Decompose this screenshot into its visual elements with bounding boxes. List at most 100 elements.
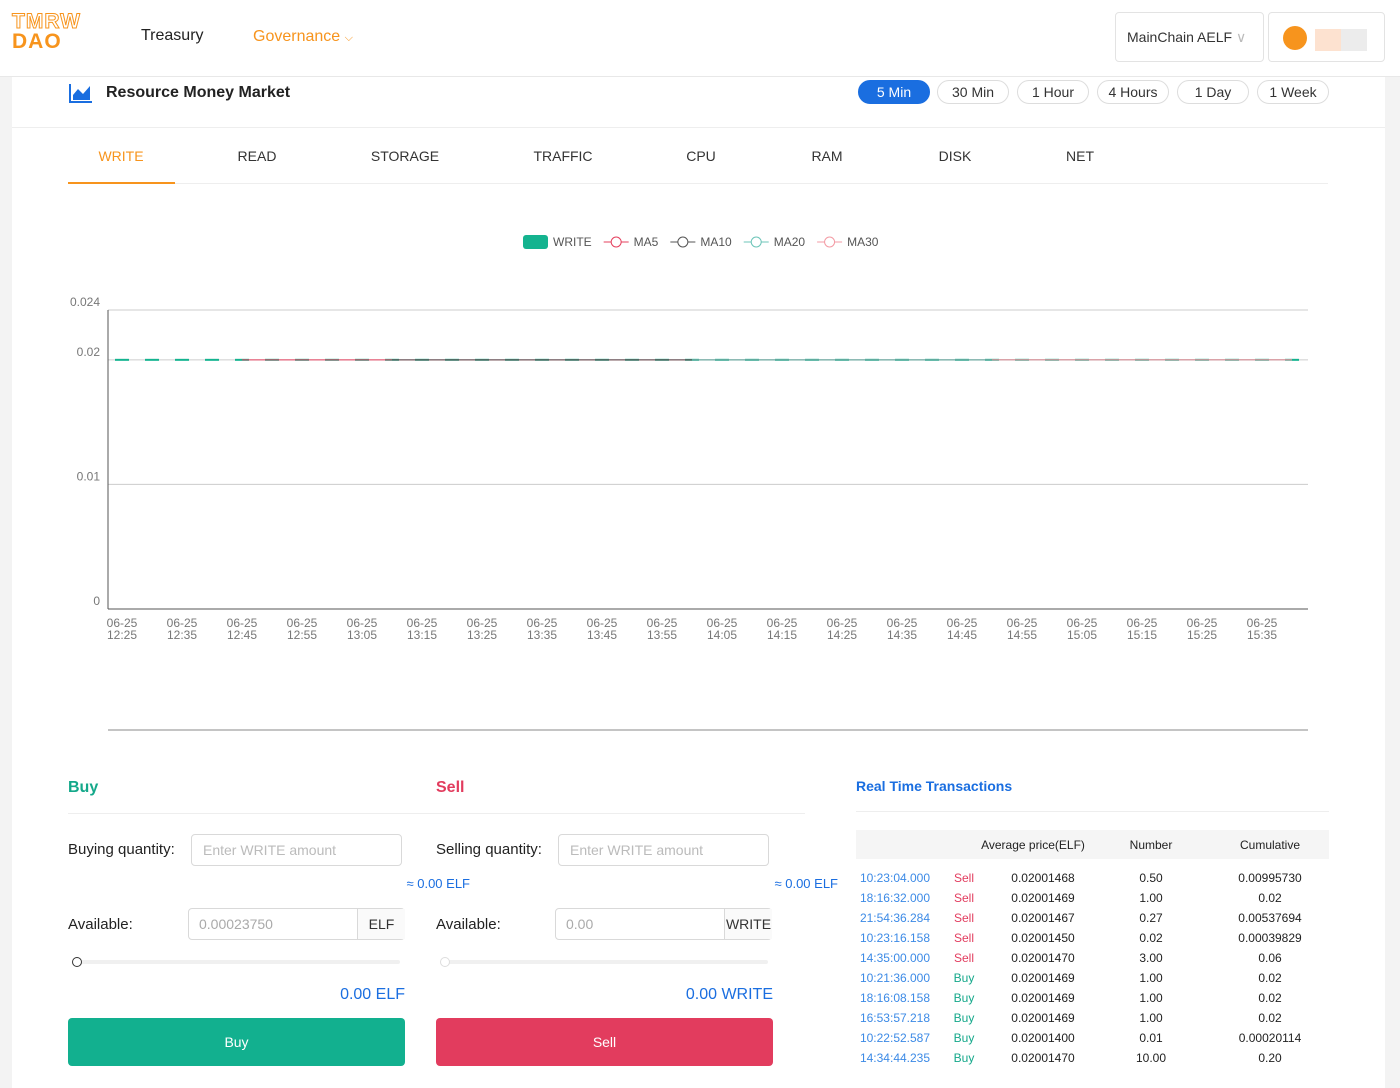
tx-cell: 0.06 xyxy=(1258,951,1282,965)
tx-cell: 0.01 xyxy=(1139,1031,1163,1045)
resource-tab[interactable]: WRITE xyxy=(98,148,144,164)
resource-tab[interactable]: RAM xyxy=(811,148,843,164)
slider-track[interactable] xyxy=(444,960,768,964)
quantity-input[interactable]: Enter WRITE amount xyxy=(558,834,769,866)
sell-button[interactable]: Sell xyxy=(436,1018,773,1066)
slider-handle[interactable] xyxy=(440,957,450,967)
tx-cell: 1.00 xyxy=(1139,971,1163,985)
tx-cell: 0.02 xyxy=(1139,931,1163,945)
market-card xyxy=(12,77,1385,1088)
legend-marker xyxy=(677,236,689,248)
tx-cell: 0.27 xyxy=(1139,911,1163,925)
divider xyxy=(68,813,805,814)
tx-side: Sell xyxy=(953,891,974,905)
nav-link[interactable]: Treasury xyxy=(141,27,204,44)
logo-top: TMRW xyxy=(12,10,81,33)
x-tick-label: 06-25 13:05 xyxy=(347,616,378,642)
tx-side: Buy xyxy=(953,991,975,1005)
y-tick-label: 0.024 xyxy=(70,295,100,309)
legend-label: MA10 xyxy=(700,235,732,249)
x-tick-label: 06-25 12:25 xyxy=(107,616,138,642)
available-value: 0.00023750 xyxy=(199,916,273,932)
estimate: ≈ 0.00 ELF xyxy=(774,876,838,891)
tx-time: 10:23:16.158 xyxy=(859,931,931,945)
x-tick-label: 06-25 13:25 xyxy=(467,616,498,642)
unit-addon: WRITE xyxy=(724,909,772,939)
resource-tab[interactable]: READ xyxy=(237,148,277,164)
tx-side: Buy xyxy=(953,1031,975,1045)
resource-tab[interactable]: NET xyxy=(1066,148,1094,164)
x-tick-label: 06-25 15:05 xyxy=(1067,616,1098,642)
buy-button[interactable]: Buy xyxy=(68,1018,405,1066)
resource-tab[interactable]: TRAFFIC xyxy=(533,148,593,164)
slider-handle[interactable] xyxy=(72,957,82,967)
chart-icon xyxy=(69,84,92,103)
x-tick-label: 06-25 14:55 xyxy=(1007,616,1038,642)
logo-bottom: DAO xyxy=(12,30,62,53)
network-name: MainChain AELF xyxy=(1127,29,1233,45)
interval-button[interactable]: 1 Day xyxy=(1177,80,1249,104)
tx-time: 16:53:57.218 xyxy=(859,1011,931,1025)
quantity-input[interactable]: Enter WRITE amount xyxy=(191,834,402,866)
resource-tab[interactable]: CPU xyxy=(686,148,716,164)
header: TMRW DAO Treasury Governance ⌵ MainChain… xyxy=(0,0,1400,77)
tx-time: 18:16:32.000 xyxy=(859,891,931,905)
tx-cell: 0.02001470 xyxy=(1011,1051,1075,1065)
tx-cell: 0.02 xyxy=(1258,991,1282,1005)
tx-cell: 0.02001470 xyxy=(1011,951,1075,965)
tx-cell: 0.02001468 xyxy=(1011,871,1075,885)
x-tick-label: 06-25 14:35 xyxy=(887,616,918,642)
legend-marker xyxy=(610,236,622,248)
interval-button[interactable]: 5 Min xyxy=(858,80,930,104)
legend-swatch xyxy=(523,235,548,249)
interval-button[interactable]: 30 Min xyxy=(937,80,1009,104)
tx-time: 18:16:08.158 xyxy=(859,991,931,1005)
tx-cell: 0.02001469 xyxy=(1011,1011,1075,1025)
resource-tab[interactable]: STORAGE xyxy=(370,148,440,164)
tx-cell: 0.50 xyxy=(1139,871,1163,885)
account[interactable] xyxy=(1268,12,1385,62)
tx-side: Sell xyxy=(953,911,974,925)
tx-cell: 0.02001400 xyxy=(1011,1031,1075,1045)
nav-link[interactable]: Governance ⌵ xyxy=(253,28,353,45)
x-tick-label: 06-25 12:45 xyxy=(227,616,258,642)
x-tick-label: 06-25 12:35 xyxy=(167,616,198,642)
estimate: ≈ 0.00 ELF xyxy=(406,876,470,891)
x-tick-label: 06-25 14:25 xyxy=(827,616,858,642)
tx-side: Buy xyxy=(953,1011,975,1025)
slider-track[interactable] xyxy=(76,960,400,964)
chart: 0 0.01 0.02 0.024 06-25 12:25 06-25 12:35 06-25 1… xyxy=(70,235,1308,731)
tab-divider xyxy=(68,183,1328,184)
tx-cell: 0.00537694 xyxy=(1238,911,1302,925)
tx-cell: 0.02 xyxy=(1258,971,1282,985)
logo[interactable]: TMRW DAO xyxy=(12,10,81,53)
tx-cell: 1.00 xyxy=(1139,1011,1163,1025)
transactions-title: Real Time Transactions xyxy=(856,778,1013,794)
column-header: Number xyxy=(1129,838,1173,852)
tx-cell: 0.02001469 xyxy=(1011,891,1075,905)
available-label: Available: xyxy=(68,916,133,933)
x-tick-label: 06-25 14:05 xyxy=(707,616,738,642)
tx-cell: 0.02001467 xyxy=(1011,911,1075,925)
candle xyxy=(115,358,129,361)
tx-cell: 0.02001469 xyxy=(1011,971,1075,985)
quantity-label: Selling quantity: xyxy=(436,841,542,858)
candle xyxy=(205,358,219,361)
x-tick-label: 06-25 15:25 xyxy=(1187,616,1218,642)
network-select[interactable]: MainChain AELF ∨ xyxy=(1115,12,1264,62)
tx-cell: 0.02001450 xyxy=(1011,931,1075,945)
tx-cell: 0.02 xyxy=(1258,891,1282,905)
interval-button[interactable]: 1 Hour xyxy=(1017,80,1089,104)
interval-button[interactable]: 4 Hours xyxy=(1097,80,1169,104)
tx-side: Buy xyxy=(953,971,975,985)
tx-cell: 0.02 xyxy=(1258,1011,1282,1025)
legend-marker xyxy=(750,236,762,248)
x-tick-label: 06-25 13:15 xyxy=(407,616,438,642)
tx-time: 14:35:00.000 xyxy=(859,951,931,965)
quantity-label: Buying quantity: xyxy=(68,841,175,858)
tx-side: Sell xyxy=(953,871,974,885)
resource-tab[interactable]: DISK xyxy=(938,148,972,164)
total: 0.00 ELF xyxy=(340,986,405,1003)
tx-cell: 10.00 xyxy=(1135,1051,1167,1065)
interval-button[interactable]: 1 Week xyxy=(1257,80,1329,104)
